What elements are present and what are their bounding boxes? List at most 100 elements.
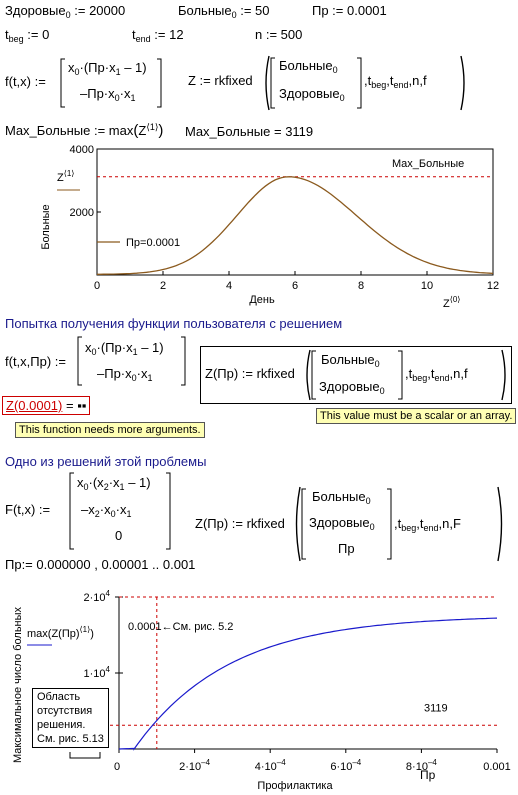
matrix-bracket-right	[166, 472, 171, 550]
def-healthy0[interactable]: Здоровые0 := 20000	[5, 3, 126, 20]
def-n[interactable]: n := 500	[255, 27, 303, 42]
func-f-row2: –Пр·x0·x1	[80, 86, 136, 103]
chart2-xtick-label: 0.001	[483, 761, 511, 773]
section-heading-solution: Одно из решений этой проблемы	[5, 454, 207, 469]
func-F-row3: 0	[115, 528, 123, 543]
func-F-row2: –x2·x0·x1	[81, 502, 132, 519]
chart2-x-series-label: Пр	[420, 768, 436, 782]
z-call-error[interactable]: Z(0.0001) = ▪▪	[2, 396, 91, 415]
func-f-def[interactable]: f(t,x) := x0·(Пр·x1 – 1) –Пр·x0·x1	[5, 58, 165, 108]
chart1-ytick-4000: 4000	[70, 144, 94, 156]
def-sick0[interactable]: Больные0 := 50	[178, 3, 270, 20]
func-f2-row1: x0·(Пр·x1 – 1)	[85, 340, 164, 357]
matrix-bracket-left	[69, 472, 74, 550]
func-f-row1: x0·(Пр·x1 – 1)	[68, 60, 147, 77]
z-pr-rkfixed-def[interactable]: Z(Пр) := rkfixed Больные0 Здоровые0 Пр ,…	[195, 486, 507, 562]
z-rkfixed-def[interactable]: Z := rkfixed Больные0 Здоровые0 ,tbeg,te…	[188, 55, 468, 111]
z-call-expression: Z(0.0001)	[6, 398, 63, 413]
chart2-plot: 2·104 1·104 0 2·10–4 4·10–4 6·10–4 8·10–4 0.001…	[12, 589, 511, 792]
func-F-def[interactable]: F(t,x) := x0·(x2·x1 – 1) –x2·x0·x1 0	[5, 472, 175, 550]
max-result[interactable]: Max_Больные = 3119	[185, 124, 314, 139]
chart2-xtick-label: 4·10–4	[255, 758, 286, 773]
chart2-vline-label: 0.0001←См. рис. 5.2	[128, 621, 233, 633]
func-F-row1: x0·(x2·x1 – 1)	[77, 475, 151, 492]
matrix-bracket-right	[357, 57, 362, 109]
func-F-lhs: F(t,x) :=	[5, 502, 51, 517]
z-rkfixed-lhs: Z := rkfixed	[188, 73, 253, 88]
matrix-bracket-left	[311, 350, 316, 400]
box-line-2: отсутствия	[37, 705, 93, 717]
chart1-xtick-label: 2	[160, 280, 166, 292]
chart1-hline-label: Max_Больные	[392, 158, 464, 170]
chart1-xtick-label: 6	[292, 280, 298, 292]
chart1-xtick-label: 0	[94, 280, 100, 292]
chart1-legend-label: Пр=0.0001	[126, 237, 180, 249]
vec-sick0: Больные0	[312, 489, 371, 506]
chart2-xtick-label: 0	[114, 761, 120, 773]
error-tooltip-scalar-array: This value must be a scalar or an array.	[316, 408, 517, 424]
func-f2-lhs: f(t,x,Пр) :=	[5, 354, 66, 369]
paren-outer-left	[306, 349, 311, 401]
chart1-xtick-label: 8	[358, 280, 364, 292]
func-f2-row2: –Пр·x0·x1	[97, 366, 153, 383]
max-def[interactable]: Max_Больные := max(Z⟨1⟩)	[5, 122, 164, 139]
paren-outer-left	[295, 486, 301, 562]
z-call-placeholder: = ▪▪	[66, 398, 87, 413]
matrix-bracket-left	[77, 336, 82, 386]
def-pr[interactable]: Пр := 0.0001	[312, 3, 387, 18]
chart1-xtick-label: 10	[421, 280, 433, 292]
chart2-hline-label: 3119	[424, 702, 448, 714]
vec-pr: Пр	[338, 541, 355, 556]
vec-sick0: Больные0	[321, 352, 380, 369]
matrix-bracket-right	[398, 350, 403, 400]
func-f-lhs: f(t,x) :=	[5, 74, 46, 89]
chart2-region-bracket	[69, 752, 101, 759]
paren-outer-left	[265, 55, 270, 111]
z2-lhs: Z(Пр) := rkfixed	[205, 366, 295, 381]
matrix-bracket-right	[157, 58, 162, 108]
range-def[interactable]: Пр:= 0.000000 , 0.00001 .. 0.001	[5, 557, 196, 572]
chart1-ylabel: Больные	[40, 204, 52, 249]
matrix-bracket-left	[270, 57, 275, 109]
matrix-bracket-right	[387, 488, 392, 560]
chart1-x-series-label: Z⟨0⟩	[443, 295, 460, 310]
paren-outer-right	[497, 486, 503, 562]
chart1-xlabel: День	[249, 294, 275, 306]
chart1-ytick-2000: 2000	[70, 207, 94, 219]
z-pr-rkfixed-error-def[interactable]: Z(Пр) := rkfixed Больные0 Здоровые0 ,tbe…	[200, 346, 512, 404]
no-solution-region-box: Область отсутствия решения. См. рис. 5.1…	[32, 688, 109, 748]
vec-sick0: Больные0	[279, 58, 338, 75]
chart2-ytick-top: 2·104	[84, 589, 111, 604]
paren-outer-right	[501, 349, 506, 401]
chart1-plot: 4000 2000 0 2 4 6 8 10 12 День Z⟨0⟩ Больные Z⟨1⟩ Max_…	[40, 144, 499, 310]
chart1-y-series-label: Z⟨1⟩	[57, 169, 74, 184]
matrix-bracket-right	[181, 336, 186, 386]
error-tooltip-more-args: This function needs more arguments.	[15, 422, 205, 438]
box-line-4: См. рис. 5.13	[37, 733, 104, 745]
chart-max-sick-vs-prevention[interactable]: 2·104 1·104 0 2·10–4 4·10–4 6·10–4 8·10–4 0.001…	[0, 582, 518, 795]
paren-outer-right	[460, 55, 465, 111]
vec-healthy0: Здоровые0	[279, 86, 345, 103]
box-line-1: Область	[37, 691, 81, 703]
rkfixed-args: ,tbeg,tend,n,F	[394, 516, 461, 533]
vec-healthy0: Здоровые0	[319, 379, 385, 396]
rkfixed-args: ,tbeg,tend,n,f	[364, 73, 427, 90]
section-heading-attempt: Попытка получения функции пользователя с…	[5, 316, 343, 331]
chart2-ytick-mid: 1·104	[84, 665, 111, 680]
chart1-xtick-label: 4	[226, 280, 232, 292]
chart2-ylabel: Максимальное число больных	[12, 606, 24, 763]
box-line-3: решения.	[37, 719, 86, 731]
func-f-with-pr-def[interactable]: f(t,x,Пр) := x0·(Пр·x1 – 1) –Пр·x0·x1	[5, 336, 190, 388]
chart2-series-line	[118, 617, 498, 751]
vec-healthy0: Здоровые0	[309, 515, 375, 532]
chart1-xtick-label: 12	[487, 280, 499, 292]
chart2-xtick-label: 2·10–4	[179, 758, 210, 773]
rkfixed-args: ,tbeg,tend,n,f	[405, 366, 468, 383]
chart2-xlabel: Профилактика	[257, 780, 333, 792]
matrix-bracket-left	[301, 488, 306, 560]
chart2-xtick-label: 6·10–4	[330, 758, 361, 773]
matrix-bracket-left	[60, 58, 65, 108]
chart-sick-over-days[interactable]: 4000 2000 0 2 4 6 8 10 12 День Z⟨0⟩ Больные Z⟨1⟩ Max_…	[0, 140, 518, 315]
def-tbeg[interactable]: tbeg := 0	[5, 27, 50, 44]
def-tend[interactable]: tend := 12	[132, 27, 184, 44]
